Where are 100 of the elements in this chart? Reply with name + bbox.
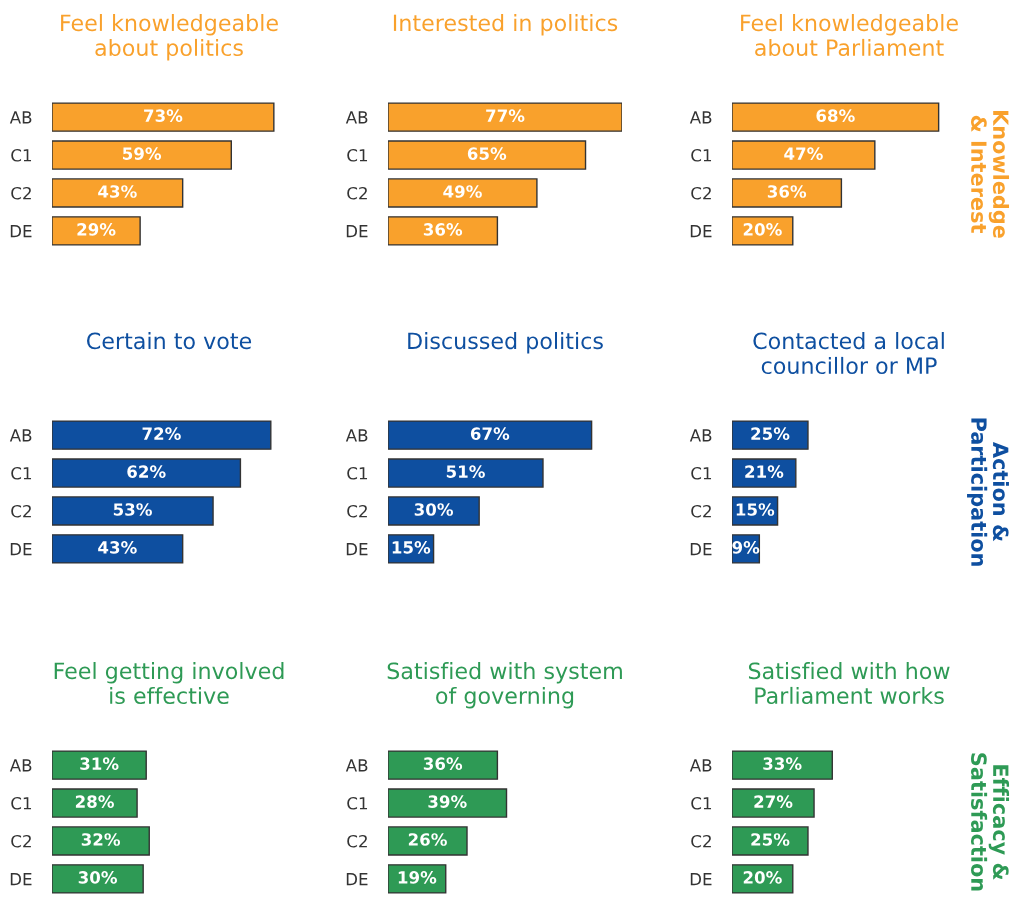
data-label: 21% (745, 465, 784, 478)
data-label: 36% (423, 757, 463, 770)
y-tick-label: C2 (11, 504, 31, 518)
bar (732, 420, 809, 450)
data-label: 36% (423, 223, 463, 236)
y-tick-label: C1 (691, 467, 712, 480)
bar (388, 178, 538, 208)
chart-title: Feel knowledgeable about politics (61, 14, 278, 61)
bar (732, 458, 797, 488)
data-label: 30% (78, 871, 117, 884)
data-label: 39% (428, 795, 467, 808)
bar (732, 788, 815, 818)
data-label: 77% (486, 109, 525, 122)
bar (388, 826, 468, 856)
y-tick-label: C2 (691, 186, 711, 200)
data-label: 29% (77, 223, 116, 236)
data-label: 20% (743, 223, 782, 236)
bar (732, 178, 843, 208)
text: Efficacy & Satisfaction (971, 753, 1010, 891)
chart-title: Satisfied with system of governing (387, 662, 622, 709)
y-tick-label: AB (345, 111, 368, 124)
y-tick-label: AB (345, 759, 368, 772)
data-label: 19% (398, 871, 437, 884)
data-label: 28% (75, 795, 114, 808)
data-label: 67% (470, 427, 510, 440)
bar (388, 420, 593, 450)
bar (732, 750, 833, 780)
y-tick-label: C1 (691, 797, 712, 810)
y-tick-label: C1 (11, 467, 32, 480)
chart-title: Contacted a local councillor or MP (753, 332, 944, 375)
bar (388, 216, 499, 246)
bar (732, 826, 809, 856)
bar (388, 102, 622, 132)
text: Knowledge & Interest (971, 111, 1010, 238)
y-tick-label: AB (9, 429, 32, 442)
y-tick-label: C2 (11, 186, 31, 200)
y-tick-label: AB (345, 429, 368, 442)
chart-title: Interested in politics (393, 14, 618, 36)
bar (388, 458, 544, 488)
data-label: 59% (122, 147, 162, 160)
y-tick-label: AB (9, 759, 32, 772)
chart-title: Satisfied with how Parliament works (748, 662, 950, 705)
chart-title: Certain to vote (87, 332, 252, 350)
bar (388, 788, 508, 818)
y-tick-label: DE (10, 873, 32, 886)
y-tick-label: DE (10, 225, 32, 238)
y-tick-label: C1 (347, 467, 368, 480)
y-tick-label: DE (690, 543, 712, 556)
bar (52, 458, 242, 488)
data-label: 72% (142, 427, 181, 440)
bar (52, 534, 184, 564)
bar (52, 788, 138, 818)
bar (52, 750, 147, 780)
data-label: 32% (81, 833, 121, 846)
data-label: 20% (743, 871, 782, 884)
data-label: 33% (763, 757, 802, 770)
bar (52, 102, 275, 132)
y-tick-label: DE (346, 225, 368, 238)
bar (388, 496, 480, 526)
data-label: 26% (408, 833, 447, 846)
data-label: 62% (127, 465, 166, 478)
bar (388, 140, 587, 170)
y-tick-label: DE (10, 543, 32, 556)
data-label: 47% (784, 147, 823, 160)
bar (52, 864, 144, 894)
data-label: 43% (98, 185, 137, 198)
bar (52, 140, 232, 170)
data-label: 25% (751, 427, 790, 440)
data-label: 68% (816, 109, 855, 122)
y-tick-label: C2 (347, 504, 367, 518)
y-tick-label: DE (690, 225, 712, 238)
y-tick-label: C2 (691, 834, 711, 848)
data-label: 30% (414, 503, 453, 516)
y-tick-label: C1 (347, 149, 368, 162)
data-label: 51% (446, 465, 485, 478)
data-label: 65% (467, 147, 507, 160)
y-tick-label: C2 (347, 186, 367, 200)
y-tick-label: AB (689, 759, 712, 772)
data-label: 43% (98, 541, 137, 554)
text: Action & Participation (967, 418, 1009, 566)
bar (732, 102, 940, 132)
data-label: 27% (754, 795, 793, 808)
y-tick-label: AB (689, 111, 712, 124)
data-label: 25% (751, 833, 790, 846)
y-tick-label: C1 (347, 797, 368, 810)
y-tick-label: C1 (11, 149, 32, 162)
bar (52, 178, 184, 208)
bar (52, 216, 141, 246)
data-label: 49% (443, 185, 482, 198)
y-tick-label: C1 (691, 149, 712, 162)
y-tick-label: DE (346, 873, 368, 886)
data-label: 15% (736, 503, 775, 516)
bar (732, 140, 876, 170)
bar (52, 496, 214, 526)
y-tick-label: C2 (11, 834, 31, 848)
y-tick-label: C2 (691, 504, 711, 518)
data-label: 36% (767, 185, 807, 198)
y-tick-label: AB (9, 111, 32, 124)
data-label: 31% (80, 757, 119, 770)
data-label: 9% (732, 541, 760, 554)
